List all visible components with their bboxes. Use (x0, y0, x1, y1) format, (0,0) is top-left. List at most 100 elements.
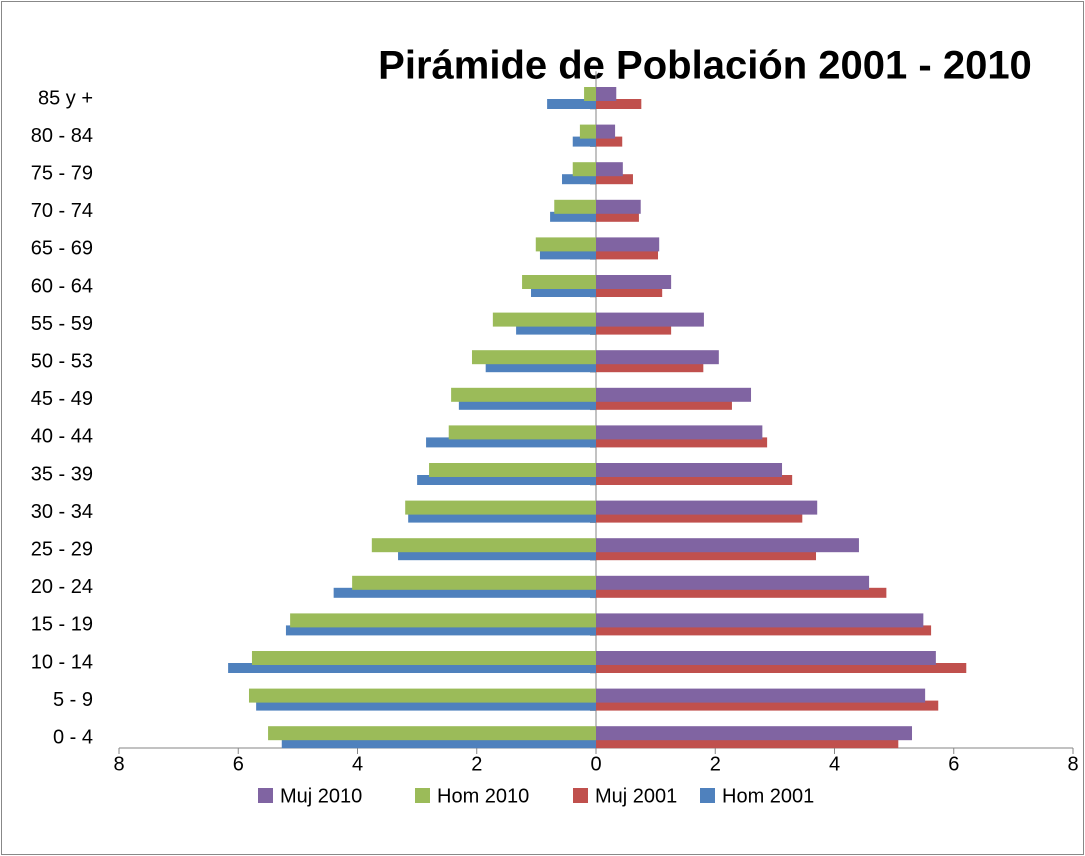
bar (579, 124, 596, 139)
bar (290, 613, 596, 628)
bar (554, 199, 596, 214)
bar (596, 500, 818, 515)
bar (531, 287, 596, 297)
bar (256, 700, 596, 711)
bar (248, 688, 597, 703)
bar (596, 136, 623, 147)
bar (596, 651, 936, 665)
bar (572, 136, 596, 147)
y-tick-label: 10 - 14 (31, 651, 93, 673)
bar (596, 350, 719, 365)
y-tick-label: 45 - 49 (31, 388, 93, 410)
y-tick-label: 75 - 79 (31, 162, 93, 184)
bar (596, 249, 659, 260)
x-tick-label: 0 (590, 753, 601, 775)
bar (516, 324, 596, 335)
y-tick-label: 40 - 44 (31, 426, 93, 448)
bar (448, 425, 596, 440)
x-tick-label: 2 (471, 753, 482, 775)
bar (596, 124, 616, 139)
bar (596, 550, 817, 561)
y-tick-label: 30 - 34 (31, 501, 93, 523)
bar (485, 362, 596, 373)
y-tick-label: 35 - 39 (31, 463, 93, 485)
bar (352, 575, 596, 590)
bar (417, 475, 596, 485)
bar (596, 199, 641, 214)
bar (596, 625, 932, 636)
bar (596, 538, 859, 553)
legend-swatch (573, 788, 588, 803)
y-tick-label: 60 - 64 (31, 275, 93, 297)
chart-title: Pirámide de Población 2001 - 2010 (378, 44, 1032, 88)
bar (596, 174, 633, 185)
y-tick-label: 55 - 59 (31, 313, 93, 335)
bar (596, 399, 732, 410)
legend-label: Muj 2010 (280, 785, 362, 807)
bar (596, 738, 899, 749)
bar (596, 663, 967, 673)
legend-label: Hom 2001 (722, 785, 814, 807)
bar (268, 726, 596, 741)
bar (596, 87, 617, 101)
bar (550, 211, 596, 222)
y-tick-label: 70 - 74 (31, 200, 93, 222)
x-tick-label: 8 (1067, 753, 1078, 775)
legend-swatch (258, 788, 273, 803)
bar (451, 387, 596, 402)
legend-swatch (700, 788, 715, 803)
bar (492, 312, 596, 327)
x-tick-label: 6 (233, 753, 244, 775)
legend-label: Muj 2001 (595, 785, 677, 807)
bar (596, 387, 752, 402)
bar (596, 237, 660, 252)
legend-label: Hom 2010 (437, 785, 529, 807)
bar (405, 500, 596, 515)
bar (596, 726, 913, 741)
bar (562, 174, 596, 185)
y-tick-label: 80 - 84 (31, 125, 93, 147)
bar (596, 362, 704, 373)
y-tick-label: 65 - 69 (31, 238, 93, 260)
bar (371, 538, 596, 553)
bar (539, 249, 596, 260)
y-tick-label: 20 - 24 (31, 576, 93, 598)
bar (547, 99, 596, 109)
bar (228, 663, 596, 673)
bar (596, 437, 768, 448)
bar (596, 463, 783, 477)
bar (572, 162, 596, 177)
x-tick-label: 4 (829, 753, 840, 775)
bar (596, 587, 887, 598)
bar (285, 625, 596, 636)
bar (251, 651, 596, 665)
bar (596, 475, 793, 485)
bar (584, 87, 596, 101)
legend-swatch (415, 788, 430, 803)
y-tick-label: 50 - 53 (31, 350, 93, 372)
bar (281, 738, 596, 749)
bar (408, 512, 596, 523)
bar (596, 688, 926, 703)
bar (596, 425, 763, 440)
bar (596, 700, 939, 711)
bar (596, 512, 803, 523)
bar (426, 437, 596, 448)
x-tick-label: 2 (710, 753, 721, 775)
x-tick-label: 8 (113, 753, 124, 775)
bar (429, 463, 596, 477)
bar (596, 211, 639, 222)
bar (458, 399, 596, 410)
y-tick-label: 15 - 19 (31, 614, 93, 636)
bar (596, 312, 704, 327)
bar (596, 324, 672, 335)
x-tick-label: 4 (352, 753, 363, 775)
y-tick-label: 25 - 29 (31, 538, 93, 560)
bar (596, 287, 663, 297)
bar (596, 613, 924, 628)
y-tick-label: 85 y + (38, 87, 93, 109)
bar (596, 99, 642, 109)
y-tick-label: 0 - 4 (53, 726, 93, 748)
bar (596, 575, 870, 590)
